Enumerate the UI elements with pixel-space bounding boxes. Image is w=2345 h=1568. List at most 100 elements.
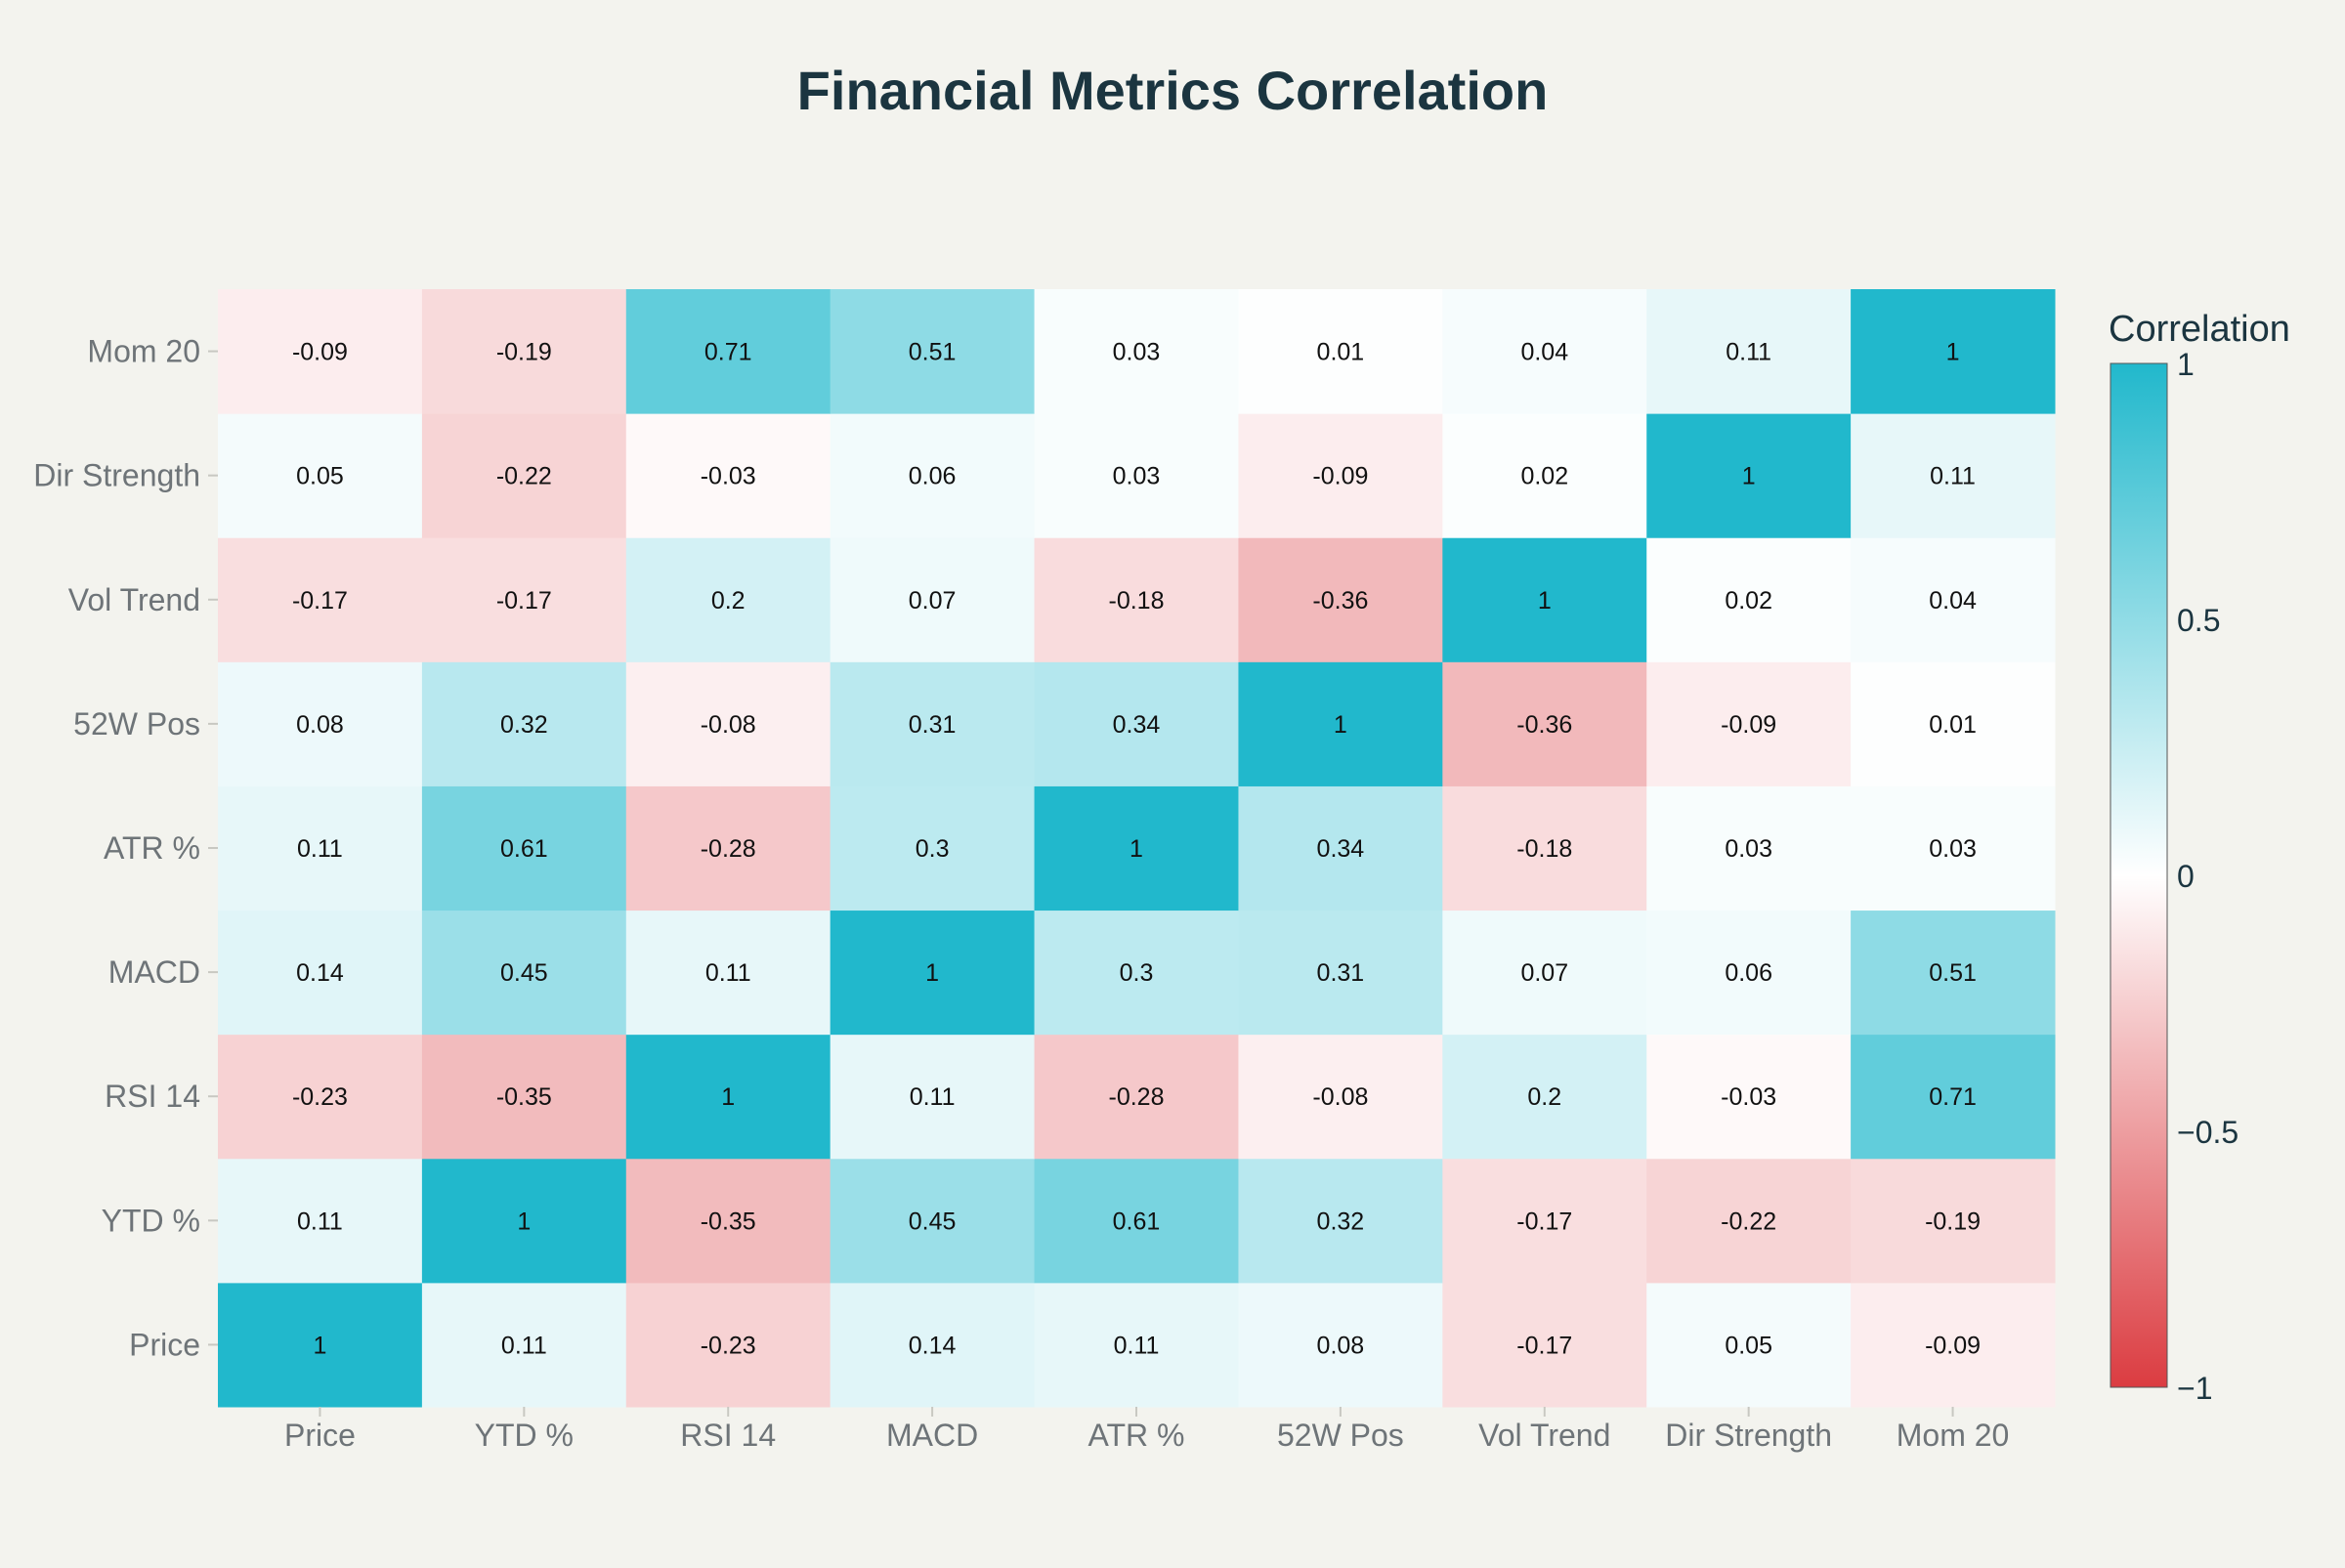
y-tick-label-52w-pos: 52W Pos — [73, 706, 200, 742]
x-tick-label-mom-20: Mom 20 — [1897, 1418, 2010, 1453]
cell-macd-52w-pos — [1238, 910, 1443, 1036]
cell-52w-pos-macd — [830, 661, 1036, 786]
y-tick-label-mom-20: Mom 20 — [87, 334, 200, 369]
cell-value-label: -0.17 — [496, 587, 552, 614]
cell-value-label: 0.11 — [705, 959, 751, 987]
cell-rsi-14-52w-pos — [1238, 1034, 1443, 1160]
cell-ytd-pct-rsi-14 — [625, 1158, 831, 1284]
cell-vol-trend-price — [218, 537, 423, 662]
cell-value-label: 0.34 — [1317, 835, 1365, 863]
cell-vol-trend-rsi-14 — [625, 537, 831, 662]
cell-value-label: -0.09 — [292, 339, 348, 366]
cell-price-atr-pct — [1034, 1282, 1239, 1408]
cell-mom-20-macd — [830, 289, 1036, 414]
cell-value-label: 0.03 — [1113, 463, 1161, 490]
cell-value-label: 0.45 — [500, 959, 548, 987]
x-tick-label-macd: MACD — [886, 1418, 978, 1453]
cell-value-label: 0.06 — [909, 463, 957, 490]
cell-price-price — [218, 1282, 423, 1408]
cell-dir-strength-rsi-14 — [625, 413, 831, 538]
cell-value-label: -0.22 — [1721, 1208, 1776, 1235]
cell-value-label: 1 — [1742, 463, 1756, 490]
colorbar-tick-label: 0 — [2177, 859, 2195, 894]
cell-value-label: -0.09 — [1312, 463, 1368, 490]
chart-title: Financial Metrics Correlation — [797, 60, 1549, 121]
cell-vol-trend-macd — [830, 537, 1036, 662]
cell-atr-pct-atr-pct — [1034, 785, 1239, 911]
cell-atr-pct-52w-pos — [1238, 785, 1443, 911]
cell-ytd-pct-mom-20 — [1851, 1158, 2056, 1284]
cell-value-label: 0.3 — [916, 835, 950, 863]
cell-macd-mom-20 — [1851, 910, 2056, 1036]
cell-value-label: 1 — [517, 1208, 531, 1235]
cell-atr-pct-rsi-14 — [625, 785, 831, 911]
cell-mom-20-ytd-pct — [421, 289, 627, 414]
cell-value-label: 0.11 — [1114, 1332, 1160, 1359]
cell-value-label: 1 — [1538, 587, 1552, 614]
cell-value-label: 0.01 — [1929, 711, 1977, 739]
cell-value-label: 0.11 — [1726, 339, 1771, 366]
cell-52w-pos-vol-trend — [1442, 661, 1647, 786]
cell-macd-rsi-14 — [625, 910, 831, 1036]
y-tick-label-dir-strength: Dir Strength — [33, 458, 200, 493]
cell-value-label: 0.08 — [1317, 1332, 1365, 1359]
cell-atr-pct-ytd-pct — [421, 785, 627, 911]
cell-mom-20-rsi-14 — [625, 289, 831, 414]
cell-value-label: -0.23 — [701, 1332, 756, 1359]
cell-value-label: 0.11 — [1930, 463, 1976, 490]
cell-mom-20-vol-trend — [1442, 289, 1647, 414]
cell-value-label: 0.02 — [1520, 463, 1568, 490]
cell-value-label: -0.03 — [1721, 1083, 1776, 1111]
cell-rsi-14-ytd-pct — [421, 1034, 627, 1160]
cell-macd-dir-strength — [1646, 910, 1852, 1036]
cell-value-label: 0.11 — [297, 835, 343, 863]
cell-value-label: 0.32 — [500, 711, 548, 739]
colorbar-ticks: 1 0.5 0 −0.5 −1 — [2177, 347, 2238, 1406]
cell-price-52w-pos — [1238, 1282, 1443, 1408]
cell-52w-pos-price — [218, 661, 423, 786]
x-tick-label-rsi-14: RSI 14 — [680, 1418, 776, 1453]
cell-value-label: 1 — [1130, 835, 1143, 863]
y-tick-label-vol-trend: Vol Trend — [68, 582, 200, 617]
colorbar-tick-label: 0.5 — [2177, 603, 2220, 638]
cell-value-label: 1 — [721, 1083, 735, 1111]
cell-ytd-pct-price — [218, 1158, 423, 1284]
cell-price-macd — [830, 1282, 1036, 1408]
cell-value-label: 0.01 — [1317, 339, 1365, 366]
cell-value-label: 1 — [925, 959, 939, 987]
cell-value-label: -0.35 — [496, 1083, 552, 1111]
y-tick-label-price: Price — [129, 1327, 200, 1362]
cell-atr-pct-vol-trend — [1442, 785, 1647, 911]
cell-price-dir-strength — [1646, 1282, 1852, 1408]
cell-value-label: 0.61 — [1113, 1208, 1161, 1235]
cell-mom-20-52w-pos — [1238, 289, 1443, 414]
cell-value-label: 0.3 — [1120, 959, 1154, 987]
y-tick-label-macd: MACD — [108, 954, 200, 990]
cell-value-label: -0.19 — [1925, 1208, 1981, 1235]
cell-value-label: 0.34 — [1113, 711, 1161, 739]
cell-vol-trend-vol-trend — [1442, 537, 1647, 662]
cell-value-label: -0.08 — [1312, 1083, 1368, 1111]
cell-vol-trend-52w-pos — [1238, 537, 1443, 662]
cell-value-label: 0.11 — [501, 1332, 547, 1359]
cell-vol-trend-ytd-pct — [421, 537, 627, 662]
cell-value-label: -0.36 — [1516, 711, 1572, 739]
cell-dir-strength-macd — [830, 413, 1036, 538]
cell-52w-pos-dir-strength — [1646, 661, 1852, 786]
x-tick-label-atr-pct: ATR % — [1088, 1418, 1185, 1453]
cell-value-label: -0.19 — [496, 339, 552, 366]
cell-macd-ytd-pct — [421, 910, 627, 1036]
cell-value-label: 0.05 — [296, 463, 344, 490]
cell-value-label: 0.14 — [296, 959, 344, 987]
y-tick-label-atr-pct: ATR % — [104, 830, 200, 866]
cell-value-label: 0.31 — [909, 711, 957, 739]
cell-ytd-pct-52w-pos — [1238, 1158, 1443, 1284]
cell-value-label: -0.09 — [1721, 711, 1776, 739]
cell-dir-strength-price — [218, 413, 423, 538]
cell-52w-pos-ytd-pct — [421, 661, 627, 786]
y-axis: Price YTD % RSI 14 MACD ATR % 52W Pos Vol Tren… — [33, 334, 218, 1362]
cell-value-label: 0.04 — [1520, 339, 1568, 366]
cell-value-label: 0.45 — [909, 1208, 957, 1235]
cell-ytd-pct-macd — [830, 1158, 1036, 1284]
y-tick-label-ytd-pct: YTD % — [102, 1203, 200, 1238]
